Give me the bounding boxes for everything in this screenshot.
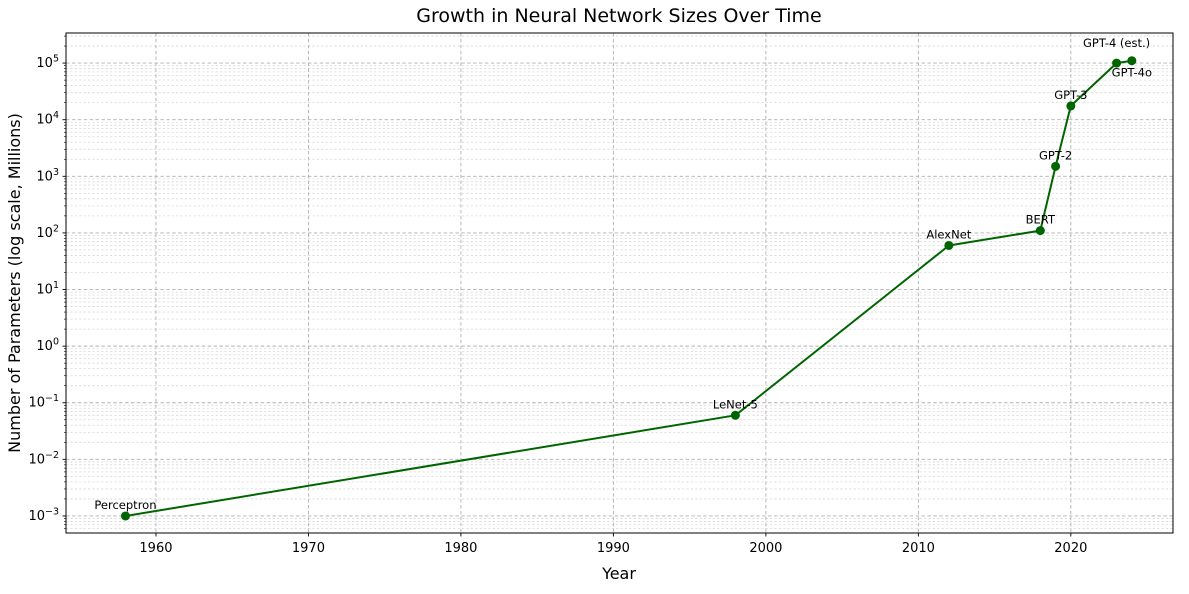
y-tick-label: 10−3 [28, 506, 59, 524]
y-tick-label: 102 [36, 223, 59, 241]
y-tick-label: 103 [36, 167, 59, 185]
data-point-perceptron [120, 511, 130, 521]
data-point-lenet-5 [730, 410, 740, 420]
data-point-gpt-2 [1051, 161, 1061, 171]
point-label-gpt-3: GPT-3 [1054, 88, 1087, 102]
point-label-gpt-4o: GPT-4o [1112, 66, 1152, 80]
series-line-network-sizes [125, 59, 1132, 517]
y-tick-label: 104 [36, 110, 59, 128]
plot-border [65, 32, 1174, 534]
y-tick-label: 101 [36, 280, 59, 298]
y-tick-label: 100 [36, 337, 59, 355]
data-point-gpt-4o [1127, 56, 1137, 66]
point-label-bert: BERT [1026, 213, 1056, 227]
y-tick-label: 10−1 [28, 393, 59, 411]
axis-ticks-layer: 10−3 10−2 10−1 100 101 102 103 104 105 1960 1970 19… [28, 35, 1087, 556]
point-label-gpt-2: GPT-2 [1039, 148, 1072, 162]
data-point-alexnet [944, 240, 954, 250]
x-tick-label: 2010 [902, 541, 935, 556]
y-tick-label: 105 [36, 54, 59, 72]
x-tick-label: 1970 [292, 541, 325, 556]
x-tick-label: 2000 [749, 541, 782, 556]
x-tick-label: 2020 [1054, 541, 1087, 556]
data-point-gpt-4-est [1112, 58, 1122, 68]
y-tick-label: 10−2 [28, 450, 59, 468]
point-label-alexnet: AlexNet [926, 227, 971, 241]
x-tick-label: 1980 [444, 541, 477, 556]
series-layer [125, 59, 1132, 517]
major-gridlines-layer [66, 33, 1173, 533]
chart-title: Growth in Neural Network Sizes Over Time [416, 5, 821, 27]
point-annotations-layer: Perceptron LeNet-5 AlexNet BERT GPT-2 GPT-3 GP… [94, 36, 1152, 512]
point-label-perceptron: Perceptron [94, 498, 156, 512]
data-point-gpt-3 [1066, 101, 1076, 111]
data-points-layer [120, 56, 1137, 521]
point-label-lenet-5: LeNet-5 [713, 397, 758, 411]
x-tick-label: 1960 [139, 541, 172, 556]
y-axis-title: Number of Parameters (log scale, Million… [5, 113, 24, 453]
point-label-gpt-4-est: GPT-4 (est.) [1083, 36, 1150, 50]
x-tick-label: 1990 [597, 541, 630, 556]
data-point-bert [1035, 226, 1045, 236]
x-axis-title: Year [601, 564, 636, 583]
